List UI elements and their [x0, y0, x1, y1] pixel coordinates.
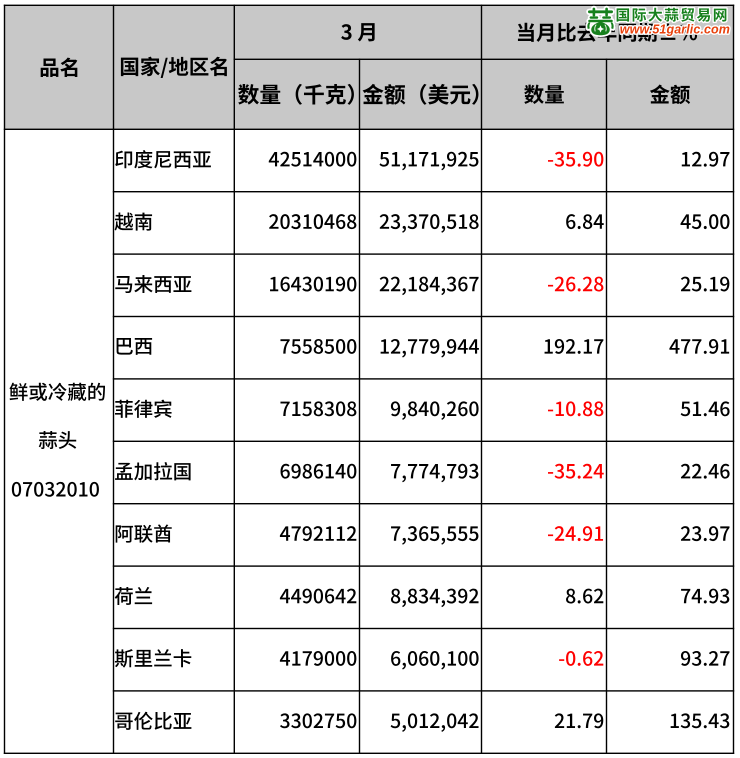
svg-text:www.51garlic.com: www.51garlic.com	[620, 23, 730, 37]
